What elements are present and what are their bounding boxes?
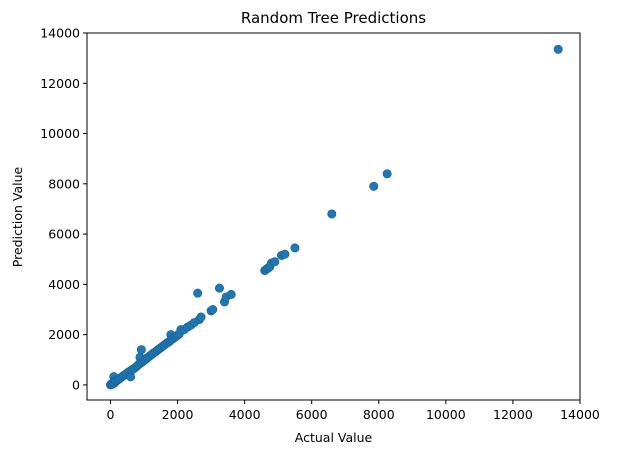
scatter-point <box>290 243 300 253</box>
y-tick-label: 0 <box>72 377 80 392</box>
scatter-point <box>270 257 280 267</box>
y-tick-label: 14000 <box>40 26 80 41</box>
points-layer <box>105 44 563 390</box>
y-axis-label: Prediction Value <box>10 166 25 267</box>
x-tick-label: 0 <box>106 407 114 422</box>
scatter-point <box>327 209 337 219</box>
x-tick-label: 6000 <box>296 407 328 422</box>
y-tick-label: 2000 <box>48 327 80 342</box>
y-axis: 0 2000 4000 6000 8000 10000 12000 14000 <box>40 26 87 392</box>
y-tick-label: 4000 <box>48 277 80 292</box>
x-tick-label: 8000 <box>363 407 395 422</box>
y-tick-label: 8000 <box>48 176 80 191</box>
plot-frame <box>86 32 581 401</box>
chart-title: Random Tree Predictions <box>241 9 426 27</box>
scatter-point <box>193 288 203 298</box>
y-tick-label: 10000 <box>40 126 80 141</box>
y-tick-label: 12000 <box>40 76 80 91</box>
scatter-point <box>369 181 379 191</box>
x-axis-label: Actual Value <box>295 430 373 445</box>
y-tick-label: 6000 <box>48 227 80 242</box>
x-tick-label: 10000 <box>426 407 466 422</box>
scatter-point <box>196 312 206 322</box>
x-tick-label: 2000 <box>162 407 194 422</box>
scatter-point <box>382 169 392 179</box>
scatter-point <box>214 283 224 293</box>
x-tick-label: 12000 <box>493 407 533 422</box>
scatter-point <box>553 44 563 54</box>
x-tick-label: 4000 <box>229 407 261 422</box>
x-axis: 0 2000 4000 6000 8000 10000 12000 14000 <box>106 400 600 422</box>
scatter-point <box>208 305 218 315</box>
scatter-point <box>136 345 146 355</box>
x-tick-label: 14000 <box>560 407 600 422</box>
scatter-point <box>280 249 290 259</box>
scatter-point <box>226 289 236 299</box>
